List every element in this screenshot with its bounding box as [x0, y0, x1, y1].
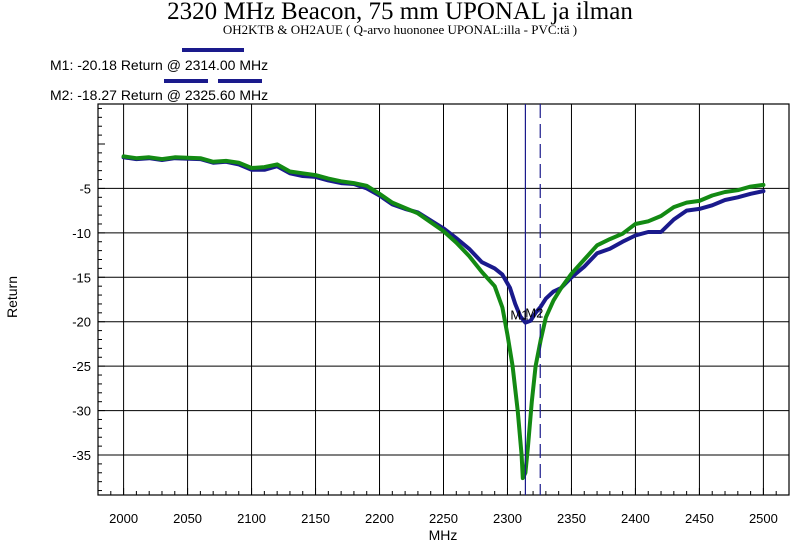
chart-subtitle: OH2KTB & OH2AUE ( Q-arvo huononee UPONAL… [222, 22, 578, 37]
x-tick-label: 2000 [109, 511, 138, 526]
y-tick-label: -35 [72, 448, 91, 463]
x-tick-label: 2100 [237, 511, 266, 526]
x-tick-label: 2300 [493, 511, 522, 526]
marker-m2-readout: M2: -18.27 Return @ 2325.60 MHz [50, 87, 269, 103]
y-tick-label: -25 [72, 359, 91, 374]
x-tick-label: 2500 [749, 511, 778, 526]
marker-m2-tag: M2 [525, 305, 543, 320]
x-tick-label: 2350 [557, 511, 586, 526]
x-tick-label: 2400 [621, 511, 650, 526]
marker-m1-tag: M1 [510, 307, 528, 322]
grid-lines [98, 104, 789, 495]
chart-title: 2320 MHz Beacon, 75 mm UPONAL ja ilman [167, 0, 633, 25]
marker-lines [524, 104, 541, 495]
x-tick-label: 2050 [173, 511, 202, 526]
axis-ticks [97, 107, 790, 495]
x-tick-label: 2150 [301, 511, 330, 526]
x-tick-label: 2200 [365, 511, 394, 526]
x-tick-label: 2250 [429, 511, 458, 526]
marker-line-swatches [164, 48, 262, 83]
y-tick-label: -20 [72, 315, 91, 330]
y-axis-label: Return [4, 276, 20, 318]
series-lines [121, 154, 766, 481]
x-tick-label: 2450 [685, 511, 714, 526]
y-tick-label: -15 [72, 270, 91, 285]
series-line-2 [121, 154, 766, 481]
y-tick-labels: -5 -10 -15 -20 -25 -30 -35 [72, 181, 91, 463]
y-tick-label: -30 [72, 404, 91, 419]
y-tick-label: -5 [79, 181, 91, 196]
y-tick-label: -10 [72, 226, 91, 241]
x-tick-labels: 2000 2050 2100 2150 2200 2250 2300 2350 2400 2450… [109, 511, 778, 526]
x-axis-label: MHz [429, 527, 458, 543]
marker-m1-readout: M1: -20.18 Return @ 2314.00 MHz [50, 57, 269, 73]
